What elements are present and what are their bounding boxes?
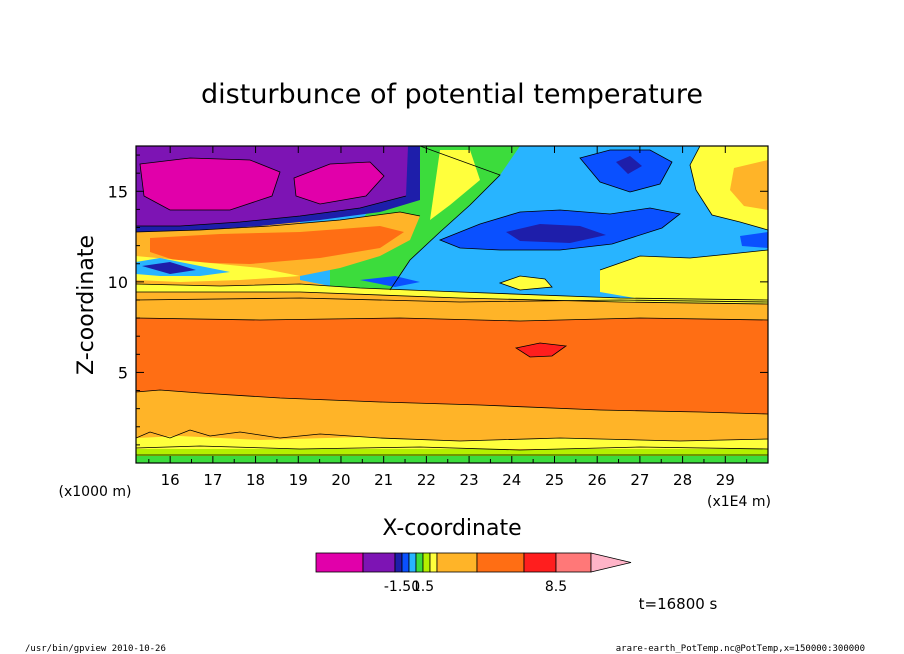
x-tick-label: 23	[460, 471, 479, 489]
colorbar-segment	[422, 552, 431, 573]
colorbar-label: -1.50	[384, 579, 420, 595]
contour-lines	[136, 146, 768, 456]
x-tick-label: 29	[716, 471, 735, 489]
field-orange-right	[730, 160, 768, 210]
x-tick-label: 28	[673, 471, 692, 489]
field-green-surface	[136, 455, 768, 463]
field-blue-layer-mid	[360, 276, 420, 287]
colorbar-segment	[436, 552, 478, 573]
field-orange-red-layer	[150, 226, 404, 264]
colorbar-segment	[523, 552, 557, 573]
y-axis-label: Z-coordinate	[74, 235, 99, 375]
field-orange-mid	[136, 298, 768, 318]
colorbar-segment	[555, 552, 592, 573]
x-unit-left: (x1000 m)	[59, 484, 132, 500]
x-tick-label: 27	[630, 471, 649, 489]
field-yellow-lower-right	[600, 250, 768, 302]
colorbar-segment	[362, 552, 396, 573]
field-blue-right	[740, 232, 768, 248]
y-axis: 5 10 15	[108, 154, 768, 446]
y-tick-label: 15	[108, 182, 128, 201]
field-red-patch	[516, 343, 566, 357]
plot-frame	[135, 145, 769, 464]
x-tick-label: 22	[417, 471, 436, 489]
x-tick-label: 17	[203, 471, 222, 489]
colorbar-segment	[315, 552, 364, 573]
field-yellow-oval	[500, 276, 552, 290]
colorbar-segment	[429, 552, 438, 573]
field-navy-layer-left	[142, 262, 196, 274]
x-tick-label: 25	[545, 471, 564, 489]
footer-left: /usr/bin/gpview 2010-10-26	[25, 644, 166, 654]
x-tick-label: 21	[374, 471, 393, 489]
contour-field	[136, 146, 768, 463]
field-orange-red-band	[136, 318, 768, 414]
field-magenta-left	[140, 158, 280, 210]
field-navy-core	[506, 224, 606, 243]
colorbar-arrow	[590, 552, 632, 573]
field-magenta-right	[294, 162, 384, 204]
y-tick-label: 10	[108, 273, 128, 292]
x-tick-label: 18	[246, 471, 265, 489]
colorbar-label: 8.5	[545, 579, 567, 595]
x-tick-label: 20	[331, 471, 350, 489]
colorbar-segment	[401, 552, 410, 573]
x-tick-label: 26	[588, 471, 607, 489]
x-tick-label: 19	[289, 471, 308, 489]
x-axis-label: X-coordinate	[382, 516, 521, 541]
field-yellow-transition	[136, 284, 768, 304]
time-label: t=16800 s	[639, 595, 718, 613]
colorbar-segment	[415, 552, 424, 573]
x-axis: 16 17 18 19 20 21 22 23 24 25 26 27 28 29	[148, 146, 748, 489]
footer-right: arare-earth_PotTemp.nc@PotTemp,x=150000:…	[616, 644, 865, 654]
colorbar-segment	[476, 552, 525, 573]
x-tick-label: 16	[161, 471, 180, 489]
y-tick-label: 5	[118, 363, 128, 382]
x-unit-right: (x1E4 m)	[707, 494, 771, 510]
colorbar-segment	[408, 552, 417, 573]
colorbar-label: 1.5	[412, 579, 434, 595]
x-tick-label: 24	[502, 471, 521, 489]
colorbar: -1.501.5 8.5	[315, 552, 632, 595]
field-navy-top	[616, 156, 642, 174]
colorbar-segment	[394, 552, 403, 573]
field-yellow-tongue	[430, 150, 480, 220]
chart-title: disturbunce of potential temperature	[201, 79, 703, 110]
